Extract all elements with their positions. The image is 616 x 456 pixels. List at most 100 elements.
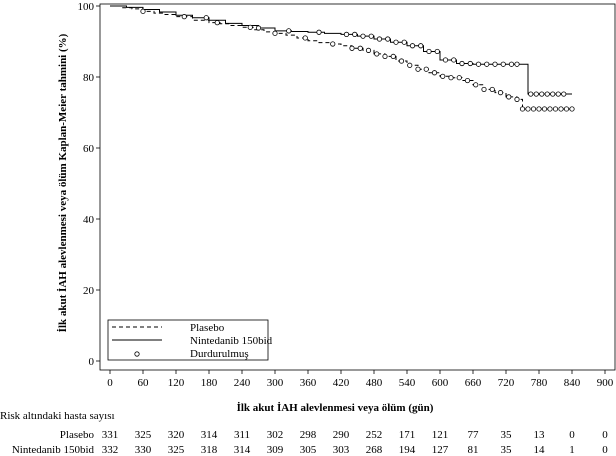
censored-marker bbox=[525, 106, 531, 112]
plot-area bbox=[99, 3, 616, 371]
risk-count: 1 bbox=[569, 444, 575, 456]
risk-count: 194 bbox=[398, 444, 416, 456]
risk-count: 330 bbox=[134, 444, 152, 456]
censored-marker bbox=[203, 15, 209, 21]
censored-marker bbox=[508, 61, 515, 67]
censored-marker bbox=[272, 30, 278, 36]
censored-marker bbox=[286, 28, 292, 34]
censored-marker bbox=[393, 39, 399, 45]
risk-count: 325 bbox=[134, 429, 152, 441]
x-tick-label: 780 bbox=[531, 377, 548, 389]
x-axis-label: İlk akut İAH alevlenmesi veya ölüm (gün) bbox=[237, 402, 434, 414]
risk-count: 0 bbox=[569, 429, 575, 441]
risk-count: 314 bbox=[200, 429, 218, 441]
censored-marker bbox=[550, 91, 556, 97]
risk-count: 0 bbox=[602, 429, 608, 441]
censored-marker bbox=[530, 106, 537, 112]
censored-marker bbox=[539, 91, 545, 97]
censored-marker bbox=[464, 77, 471, 84]
censored-marker bbox=[423, 66, 429, 72]
risk-count: 325 bbox=[167, 444, 185, 456]
censored-marker bbox=[330, 41, 336, 47]
risk-count: 171 bbox=[398, 429, 416, 441]
x-tick-label: 60 bbox=[138, 377, 150, 389]
censored-marker bbox=[401, 39, 407, 45]
y-axis-label: İlk akut İAH alevlenmesi veya ölüm Kapla… bbox=[57, 33, 69, 332]
y-tick-label: 100 bbox=[78, 1, 95, 13]
censored-marker bbox=[365, 47, 372, 53]
censored-marker bbox=[434, 48, 440, 55]
x-tick-label: 660 bbox=[465, 377, 482, 389]
censored-marker bbox=[390, 53, 396, 60]
x-tick-label: 420 bbox=[333, 377, 350, 389]
censored-marker bbox=[541, 106, 548, 112]
censored-marker bbox=[497, 90, 504, 96]
censored-marker bbox=[492, 61, 498, 67]
censored-marker bbox=[374, 51, 380, 57]
risk-count: 13 bbox=[533, 429, 545, 441]
censored-marker bbox=[459, 60, 465, 67]
risk-count: 314 bbox=[233, 444, 251, 456]
censored-marker bbox=[316, 29, 322, 35]
risk-count: 252 bbox=[365, 429, 383, 441]
censored-marker bbox=[343, 31, 350, 38]
x-tick-label: 0 bbox=[107, 377, 113, 389]
risk-row-label: Plasebo bbox=[59, 429, 94, 441]
y-tick-label: 80 bbox=[83, 72, 95, 84]
censored-marker bbox=[533, 91, 539, 97]
censored-marker bbox=[360, 33, 366, 39]
censored-marker bbox=[558, 106, 564, 112]
y-tick-label: 40 bbox=[83, 214, 95, 226]
censored-marker bbox=[448, 75, 454, 81]
censored-marker bbox=[418, 43, 424, 49]
risk-count: 0 bbox=[602, 444, 608, 456]
risk-count: 121 bbox=[431, 429, 449, 441]
x-tick-label: 360 bbox=[300, 377, 317, 389]
censored-marker bbox=[514, 61, 520, 67]
censored-marker bbox=[528, 91, 534, 97]
censored-marker bbox=[398, 58, 405, 64]
risk-count: 305 bbox=[299, 444, 317, 456]
risk-count: 309 bbox=[266, 444, 284, 456]
legend-censored-label: Durdurulmuş bbox=[190, 348, 249, 360]
risk-count: 302 bbox=[266, 429, 284, 441]
censored-marker bbox=[181, 14, 187, 20]
x-tick-label: 120 bbox=[168, 377, 185, 389]
censored-marker bbox=[382, 53, 388, 60]
censored-marker bbox=[561, 91, 567, 97]
censored-marker bbox=[368, 33, 374, 39]
censored-marker bbox=[255, 25, 262, 31]
censored-marker bbox=[426, 48, 432, 55]
risk-count: 332 bbox=[101, 444, 119, 456]
legend: Plasebo Nintedanib 150bid Durdurulmuş bbox=[107, 319, 273, 361]
censored-marker bbox=[140, 8, 146, 14]
risk-row-label: Nintedanib 150bid bbox=[11, 444, 94, 456]
x-tick-label: 480 bbox=[366, 377, 383, 389]
legend-plasebo-label: Plasebo bbox=[190, 322, 225, 334]
risk-table-title: Risk altındaki hasta sayısı bbox=[0, 410, 115, 422]
censored-marker bbox=[489, 86, 495, 93]
risk-count: 320 bbox=[167, 429, 185, 441]
legend-nintedanib-label: Nintedanib 150bid bbox=[190, 335, 273, 347]
risk-count: 35 bbox=[500, 429, 512, 441]
y-tick-label: 0 bbox=[89, 356, 95, 368]
x-tick-label: 720 bbox=[498, 377, 515, 389]
censored-marker bbox=[467, 60, 473, 67]
risk-count: 311 bbox=[233, 429, 251, 441]
y-tick-label: 60 bbox=[83, 143, 95, 155]
censored-marker bbox=[440, 73, 446, 79]
x-tick-label: 540 bbox=[399, 377, 416, 389]
censored-marker bbox=[569, 106, 575, 112]
risk-count: 290 bbox=[332, 429, 350, 441]
risk-count: 318 bbox=[200, 444, 218, 456]
legend-censored-marker bbox=[134, 351, 140, 357]
censored-marker bbox=[552, 106, 559, 112]
censored-marker bbox=[506, 94, 512, 100]
risk-count: 14 bbox=[533, 444, 545, 456]
risk-count: 331 bbox=[101, 429, 119, 441]
censored-marker bbox=[473, 82, 479, 88]
risk-count: 77 bbox=[467, 429, 479, 441]
censored-marker bbox=[385, 36, 391, 42]
risk-count: 81 bbox=[467, 444, 479, 456]
censored-marker bbox=[547, 106, 553, 112]
